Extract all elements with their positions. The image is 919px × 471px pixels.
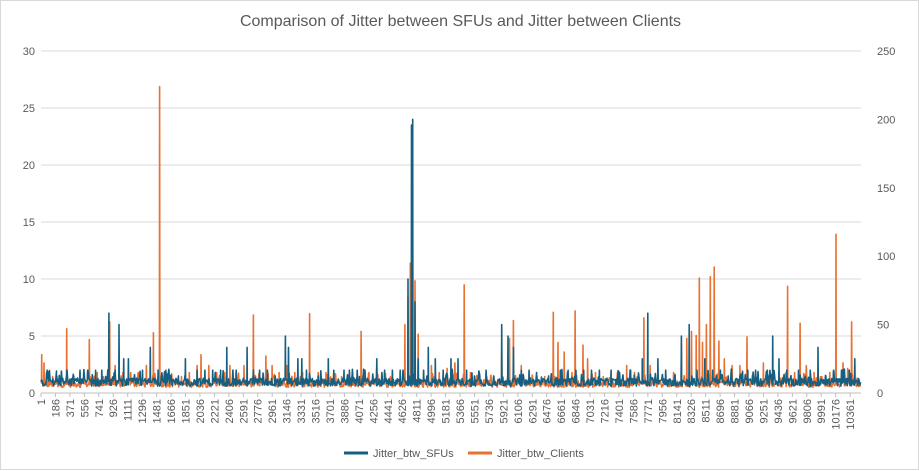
series-line-jitter-btw-sfus (40, 118, 862, 387)
chart-title: Comparison of Jitter between SFUs and Ji… (239, 13, 682, 30)
legend: Jitter_btw_SFUs Jitter_btw_Clients (344, 448, 584, 460)
x-tick-label: 8141 (672, 399, 684, 423)
x-tick-label: 3331 (296, 399, 308, 423)
x-tick-label: 4256 (368, 399, 380, 423)
x-tick-label: 6106 (513, 399, 525, 423)
x-tick-label: 926 (108, 399, 120, 417)
x-tick-label: 186 (50, 399, 62, 417)
x-tick-label: 3146 (282, 399, 294, 423)
x-tick-label: 4996 (426, 399, 438, 423)
x-tick-label: 1 (36, 399, 48, 405)
x-tick-label: 8696 (715, 399, 727, 423)
x-tick-label: 7216 (600, 399, 612, 423)
x-tick-label: 2406 (224, 399, 236, 423)
x-tick-label: 1296 (137, 399, 149, 423)
x-tick-label: 5551 (469, 399, 481, 423)
y2-tick-label: 50 (877, 320, 889, 332)
y-tick-label: 10 (23, 274, 35, 286)
x-tick-label: 741 (94, 399, 106, 417)
x-tick-label: 9436 (773, 399, 785, 423)
x-tick-label: 1481 (152, 399, 164, 423)
y-tick-label: 30 (23, 46, 35, 58)
x-tick-label: 6291 (527, 399, 539, 423)
x-tick-label: 5736 (484, 399, 496, 423)
x-tick-label: 2221 (209, 399, 221, 423)
legend-label: Jitter_btw_Clients (497, 448, 584, 460)
x-tick-label: 3516 (311, 399, 323, 423)
y2-tick-label: 200 (877, 114, 895, 126)
y2-tick-label: 100 (877, 251, 895, 263)
x-tick-label: 3886 (339, 399, 351, 423)
axes: 0 5 10 15 20 25 30 0 50 100 150 200 250 1 186 371 556 741… (23, 46, 896, 430)
x-tick-label: 9991 (816, 399, 828, 423)
y-tick-label: 20 (23, 160, 35, 172)
x-tick-label: 4626 (397, 399, 409, 423)
x-tick-label: 9066 (744, 399, 756, 423)
legend-label: Jitter_btw_SFUs (373, 448, 454, 460)
x-tick-label: 7031 (585, 399, 597, 423)
y2-tick-label: 0 (877, 388, 883, 400)
y-tick-label: 0 (29, 388, 35, 400)
x-tick-label: 2036 (195, 399, 207, 423)
y-tick-label: 5 (29, 331, 35, 343)
y2-tick-label: 250 (877, 46, 895, 58)
x-tick-label: 8326 (686, 399, 698, 423)
x-tick-label: 9621 (787, 399, 799, 423)
x-tick-label: 556 (79, 399, 91, 417)
x-tick-label: 7401 (614, 399, 626, 423)
x-tick-label: 1851 (180, 399, 192, 423)
x-tick-label: 2961 (267, 399, 279, 423)
x-tick-label: 10176 (831, 399, 843, 430)
x-tick-label: 6661 (556, 399, 568, 423)
series-line-jitter-btw-clients (40, 85, 862, 388)
y-tick-label: 15 (23, 217, 35, 229)
x-tick-label: 5366 (455, 399, 467, 423)
x-tick-label: 7586 (628, 399, 640, 423)
x-tick-label: 2591 (238, 399, 250, 423)
x-tick-label: 4811 (412, 399, 424, 423)
series-lines (40, 85, 862, 388)
x-tick-label: 10361 (845, 399, 857, 430)
x-tick-label: 4071 (354, 399, 366, 423)
x-tick-label: 8881 (730, 399, 742, 423)
x-tick-label: 5181 (441, 399, 453, 423)
y2-tick-label: 150 (877, 183, 895, 195)
x-tick-label: 6476 (542, 399, 554, 423)
x-tick-label: 9251 (758, 399, 770, 423)
gridlines (41, 50, 861, 394)
x-tick-label: 1111 (123, 399, 135, 421)
x-tick-label: 8511 (701, 399, 713, 423)
x-tick-label: 7771 (643, 399, 655, 423)
x-tick-label: 6846 (571, 399, 583, 423)
x-tick-label: 9806 (802, 399, 814, 423)
y-tick-label: 25 (23, 103, 35, 115)
x-tick-label: 7956 (657, 399, 669, 423)
x-tick-label: 4441 (383, 399, 395, 423)
x-tick-label: 5921 (498, 399, 510, 423)
x-tick-label: 1666 (166, 399, 178, 423)
x-tick-label: 2776 (253, 399, 265, 423)
x-tick-label: 371 (65, 399, 77, 417)
x-tick-label: 3701 (325, 399, 337, 423)
